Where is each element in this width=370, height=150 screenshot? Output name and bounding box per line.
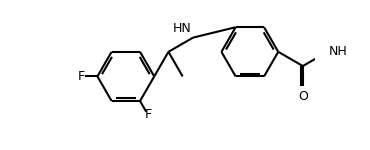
Text: F: F	[78, 70, 85, 83]
Text: F: F	[144, 108, 151, 121]
Text: HN: HN	[173, 22, 192, 35]
Text: NH: NH	[329, 45, 348, 58]
Text: O: O	[298, 90, 308, 103]
